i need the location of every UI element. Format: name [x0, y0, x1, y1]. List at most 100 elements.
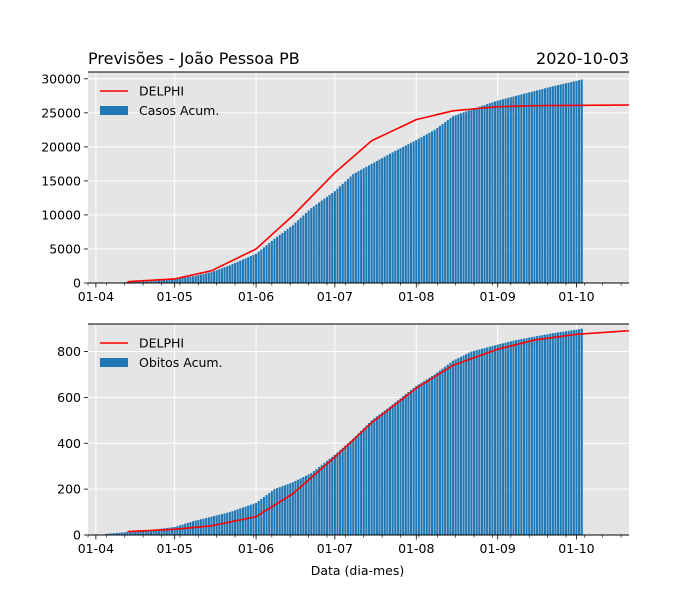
bar	[475, 107, 478, 283]
bar	[473, 108, 476, 283]
bar	[307, 210, 310, 283]
bar	[473, 350, 476, 535]
bar	[234, 510, 237, 535]
bar	[160, 280, 163, 283]
y-tick-label: 200	[57, 482, 81, 497]
bar	[320, 200, 323, 283]
bar	[344, 445, 347, 535]
bar	[541, 335, 544, 535]
bar	[131, 531, 134, 535]
bar	[165, 279, 168, 283]
bar	[470, 351, 473, 535]
legend-bar-swatch	[100, 358, 128, 367]
bar	[451, 360, 455, 535]
bar	[121, 532, 124, 535]
bar	[202, 273, 205, 283]
bar	[147, 530, 150, 535]
bar	[409, 142, 413, 283]
y-tick-label: 600	[57, 390, 81, 405]
bar	[486, 347, 489, 535]
x-tick-label: 01-05	[157, 289, 193, 304]
bar	[428, 132, 431, 283]
bar	[428, 377, 431, 535]
bar	[228, 265, 231, 283]
bar	[318, 466, 321, 535]
bar	[333, 191, 336, 283]
bar	[402, 396, 405, 535]
chart-date: 2020-10-03	[536, 49, 629, 68]
bar	[415, 385, 418, 535]
bar	[462, 355, 465, 535]
legend-label-model: DELPHI	[139, 336, 184, 351]
bar	[554, 332, 557, 535]
bar	[113, 533, 116, 535]
bar	[244, 258, 247, 283]
bar	[517, 95, 520, 283]
bar	[394, 402, 397, 535]
bar	[575, 80, 578, 283]
bar	[144, 281, 147, 283]
bar	[386, 155, 389, 283]
bar	[346, 443, 350, 535]
bar	[352, 438, 355, 535]
bar	[228, 512, 231, 535]
bar	[362, 428, 365, 535]
y-tick-label: 0	[73, 528, 81, 543]
bar	[268, 243, 271, 283]
x-tick-label: 01-06	[238, 289, 274, 304]
bar	[163, 279, 166, 283]
bar	[433, 129, 436, 283]
bar	[549, 333, 552, 535]
bar	[399, 148, 402, 283]
legend-label-bars: Casos Acum.	[139, 103, 219, 118]
bar	[499, 343, 502, 535]
x-tick-label: 01-07	[317, 541, 353, 556]
x-tick-label: 01-04	[78, 289, 114, 304]
bar	[509, 97, 512, 284]
bar	[496, 344, 499, 535]
bar	[323, 198, 326, 283]
legend: DELPHI Casos Acum.	[100, 84, 219, 118]
x-tick-label: 01-09	[480, 541, 516, 556]
bar	[336, 188, 339, 283]
bar	[126, 532, 129, 535]
bar	[370, 420, 373, 535]
bar	[184, 277, 187, 283]
bar	[255, 502, 258, 535]
bar	[199, 274, 202, 283]
bar	[218, 269, 221, 283]
bar	[530, 337, 533, 535]
x-axis-label: Data (dia-mes)	[311, 563, 405, 578]
bar	[107, 533, 111, 535]
bar	[375, 416, 378, 535]
bar	[173, 526, 176, 535]
bar	[144, 530, 147, 535]
bar	[257, 251, 260, 283]
bar	[562, 83, 565, 284]
bar	[289, 227, 292, 283]
y-tick-label: 0	[73, 276, 81, 291]
bar	[265, 495, 268, 535]
bar	[554, 85, 557, 283]
bar	[381, 412, 384, 535]
bar	[252, 503, 255, 535]
bar	[420, 137, 423, 283]
bar	[370, 163, 373, 283]
bar	[186, 522, 189, 535]
bar	[409, 390, 413, 535]
bar	[543, 88, 547, 283]
bar	[459, 113, 462, 283]
bar	[536, 90, 539, 283]
bar	[549, 86, 552, 283]
bar	[360, 430, 363, 535]
bar	[425, 379, 428, 535]
bar	[142, 281, 145, 283]
bar	[278, 234, 281, 283]
bar	[388, 406, 392, 535]
bar	[378, 159, 381, 283]
bar	[557, 332, 560, 535]
bar	[226, 512, 229, 535]
bar	[118, 532, 121, 535]
bar	[220, 268, 223, 283]
